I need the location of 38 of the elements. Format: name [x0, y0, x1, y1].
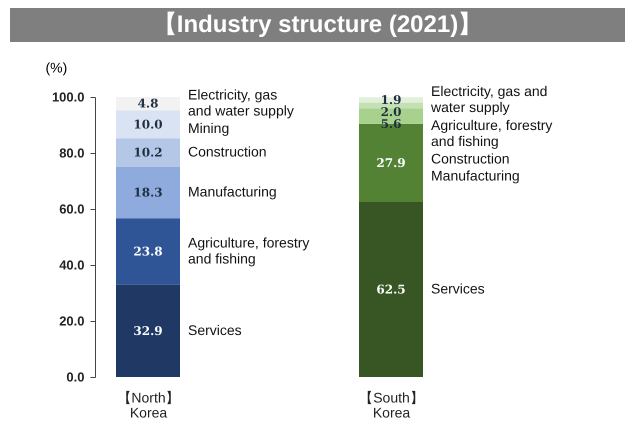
- bar: [359, 102, 423, 108]
- data-label: 4.8: [138, 96, 158, 111]
- series-label: Electricity, gas and water supply: [430, 82, 548, 115]
- data-label: 2.0: [380, 104, 402, 119]
- y-tick-label: 40.0: [59, 258, 84, 272]
- data-label: 32.9: [133, 324, 163, 338]
- data-label: 23.8: [133, 244, 163, 259]
- series-label: Services: [431, 280, 485, 296]
- text: 【Industry structure (2021)】: [10, 8, 625, 42]
- series-label: Manufacturing: [431, 167, 520, 184]
- y-tick-label: 0.0: [66, 370, 84, 384]
- series-label: Agriculture, forestry and fishing: [431, 116, 552, 149]
- bar: [116, 138, 180, 167]
- series-label: Agriculture, forestry and fishing: [188, 234, 310, 267]
- series-label: Manufacturing: [188, 184, 277, 200]
- y-tick-label: 20.0: [59, 314, 84, 328]
- bar: [359, 202, 423, 377]
- data-label: 10.2: [133, 146, 163, 160]
- series-label: Electricity, gas and water supply: [188, 86, 294, 119]
- x-tick-label: 【South】 Korea: [359, 390, 424, 420]
- y-tick-label: 100.0: [52, 90, 84, 104]
- y-tick-label: 60.0: [59, 202, 84, 216]
- series-label: Services: [188, 322, 242, 338]
- series-label: Construction: [431, 150, 510, 166]
- x-tick-label: 【North】 Korea: [117, 390, 180, 420]
- data-label: 10.0: [133, 117, 163, 132]
- bar: [116, 218, 180, 285]
- data-label: 1.9: [380, 92, 402, 107]
- bar: [116, 110, 180, 138]
- series-label: Mining: [188, 120, 230, 136]
- bar: [116, 284, 180, 377]
- series-label: Construction: [188, 144, 267, 160]
- data-label: 27.9: [376, 156, 406, 170]
- bar: [116, 167, 180, 218]
- y-axis-title: (%): [46, 60, 68, 76]
- data-label: 18.3: [133, 186, 163, 200]
- data-label: 62.5: [376, 282, 406, 296]
- y-tick-label: 80.0: [59, 146, 84, 160]
